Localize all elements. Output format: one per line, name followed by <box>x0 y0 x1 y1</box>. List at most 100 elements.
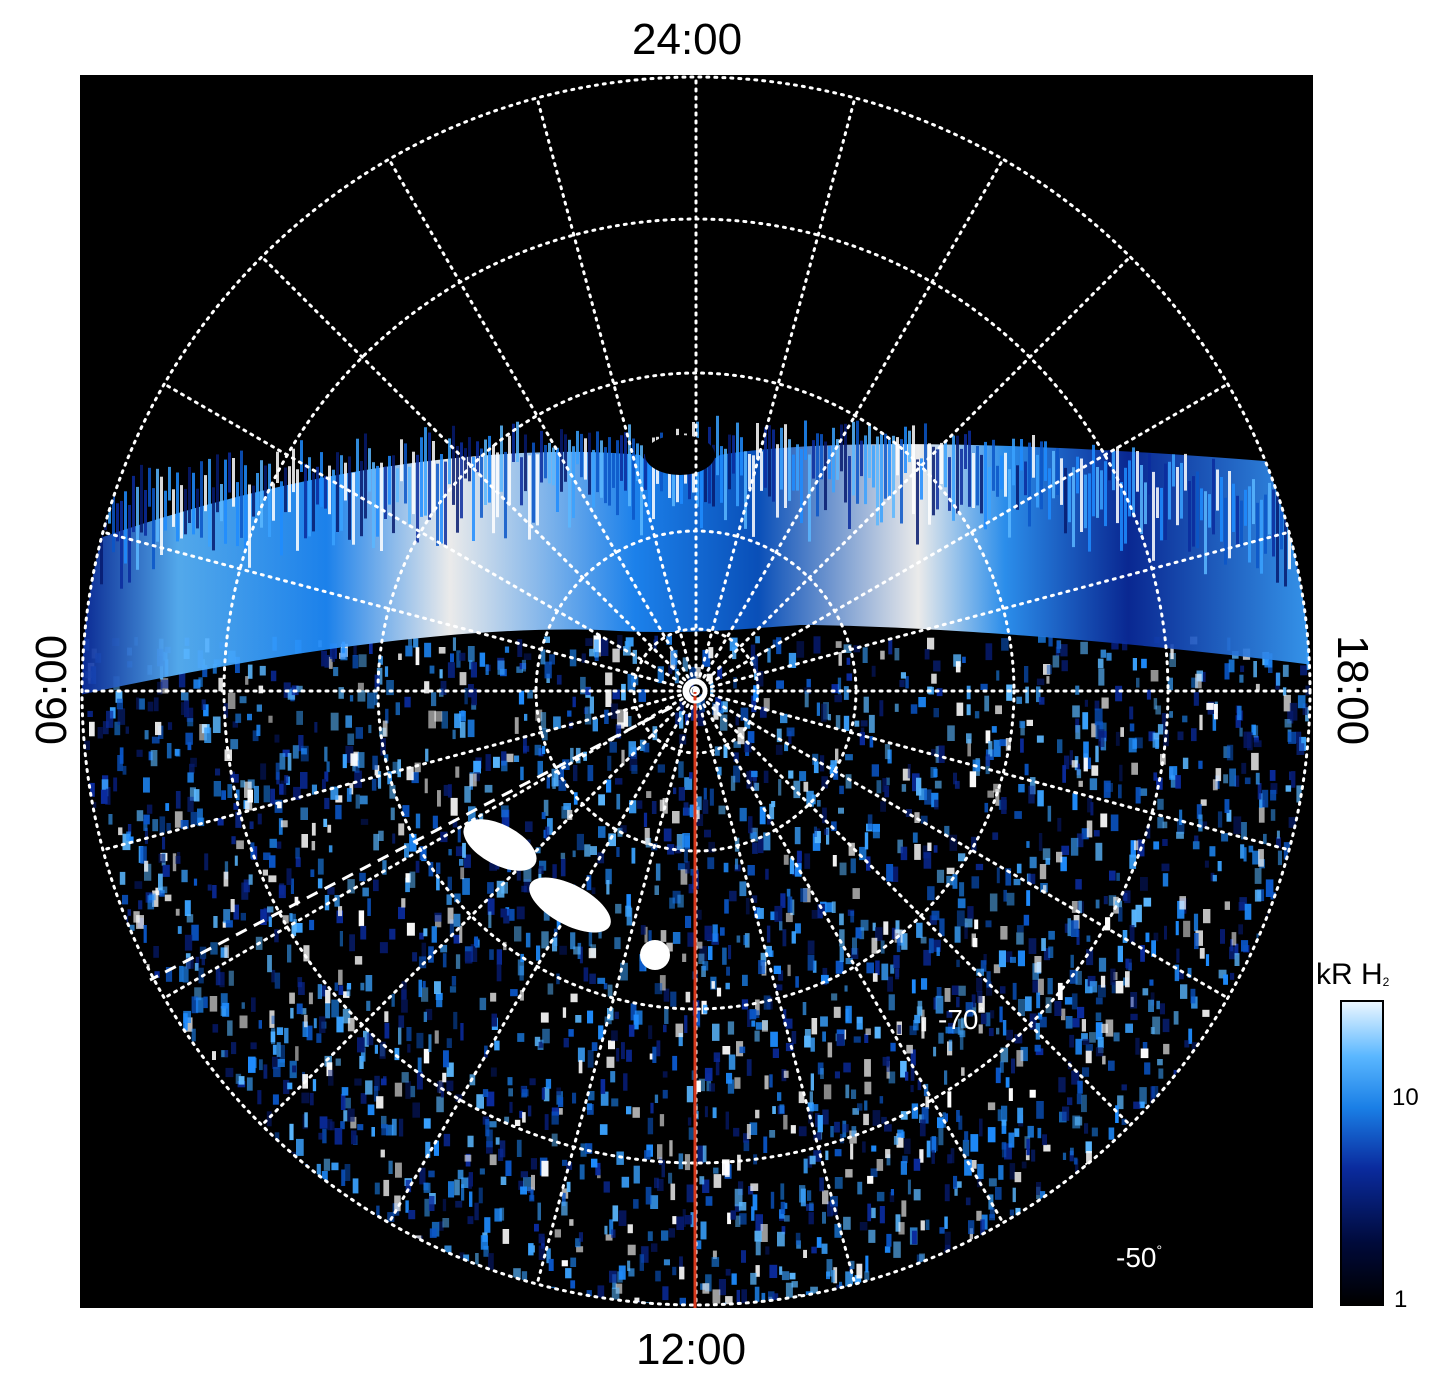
noise-speckle <box>981 1273 987 1287</box>
noise-speckle <box>980 683 988 690</box>
noise-speckle <box>956 959 960 968</box>
noise-speckle <box>1156 1000 1160 1010</box>
noise-speckle <box>856 1016 863 1030</box>
noise-speckle <box>100 789 108 804</box>
noise-speckle <box>118 827 123 836</box>
noise-speckle <box>333 1195 338 1207</box>
noise-speckle <box>269 855 276 868</box>
noise-speckle <box>486 1129 493 1148</box>
noise-speckle <box>1036 686 1041 703</box>
noise-speckle <box>1188 1234 1196 1252</box>
noise-speckle <box>631 847 636 864</box>
noise-speckle <box>319 1284 326 1298</box>
noise-speckle <box>672 1216 677 1225</box>
noise-speckle <box>284 775 289 784</box>
noise-speckle <box>266 1111 272 1127</box>
noise-speckle <box>109 1083 117 1092</box>
noise-speckle <box>523 1177 531 1192</box>
auroral-spike <box>1064 467 1067 534</box>
noise-speckle <box>736 1289 740 1305</box>
noise-speckle <box>1070 1147 1074 1156</box>
noise-speckle <box>436 1096 444 1113</box>
auroral-spike <box>204 475 207 512</box>
noise-speckle <box>126 831 131 841</box>
noise-speckle <box>769 1264 778 1278</box>
noise-speckle <box>1204 1210 1212 1221</box>
noise-speckle <box>974 711 980 719</box>
noise-speckle <box>401 898 406 908</box>
noise-speckle <box>581 653 586 663</box>
noise-speckle <box>1307 1129 1310 1138</box>
noise-speckle <box>517 1033 525 1042</box>
noise-speckle <box>360 1047 366 1062</box>
noise-speckle <box>1296 1198 1304 1210</box>
noise-speckle <box>625 905 632 917</box>
noise-speckle <box>151 1231 156 1249</box>
noise-speckle <box>807 1190 812 1201</box>
noise-speckle <box>1238 1079 1246 1090</box>
noise-speckle <box>263 785 270 803</box>
auroral-spike <box>672 447 675 507</box>
noise-speckle <box>1162 821 1168 829</box>
noise-speckle <box>184 700 190 718</box>
noise-speckle <box>684 1215 692 1225</box>
noise-speckle <box>140 993 147 1011</box>
noise-speckle <box>345 1303 349 1305</box>
noise-speckle <box>346 985 351 997</box>
noise-speckle <box>969 1228 973 1241</box>
noise-speckle <box>187 1270 191 1281</box>
noise-speckle <box>937 745 945 763</box>
noise-speckle <box>648 930 652 944</box>
meridian-line <box>694 689 1291 852</box>
noise-speckle <box>865 1028 871 1035</box>
noise-speckle <box>1289 771 1292 781</box>
noise-speckle <box>155 721 162 736</box>
noise-speckle <box>787 896 793 913</box>
noise-speckle <box>1113 1032 1120 1042</box>
noise-speckle <box>523 735 527 754</box>
noise-speckle <box>1010 956 1016 963</box>
auroral-spike <box>568 439 571 528</box>
noise-speckle <box>1129 706 1134 720</box>
noise-speckle <box>754 1030 760 1042</box>
noise-speckle <box>1225 1289 1230 1297</box>
noise-speckle <box>677 894 684 908</box>
noise-speckle <box>1063 1271 1069 1289</box>
noise-speckle <box>1232 1214 1236 1229</box>
noise-speckle <box>688 884 695 894</box>
noise-speckle <box>430 1271 437 1282</box>
auroral-spike <box>868 425 871 478</box>
noise-speckle <box>141 1215 146 1225</box>
noise-speckle <box>931 673 937 684</box>
local-time-label-noon: 12:00 <box>636 1325 747 1374</box>
noise-speckle <box>1287 1059 1292 1073</box>
noise-speckle <box>1037 978 1044 995</box>
noise-speckle <box>279 783 284 795</box>
noise-speckle <box>130 1216 137 1229</box>
noise-speckle <box>239 696 247 704</box>
noise-speckle <box>88 936 93 951</box>
noise-speckle <box>916 1272 925 1287</box>
noise-speckle <box>831 901 836 913</box>
noise-speckle <box>835 960 844 974</box>
noise-speckle <box>175 749 181 757</box>
noise-speckle <box>561 1201 568 1216</box>
noise-speckle <box>419 846 427 861</box>
noise-speckle <box>484 1045 488 1055</box>
noise-speckle <box>713 1174 722 1188</box>
noise-speckle <box>547 818 553 835</box>
meridian-line <box>694 382 1230 693</box>
noise-speckle <box>527 689 533 699</box>
auroral-spike <box>864 435 867 505</box>
noise-speckle <box>115 1202 122 1211</box>
noise-speckle <box>644 926 648 943</box>
noise-speckle <box>354 1078 362 1086</box>
noise-speckle <box>729 637 738 651</box>
auroral-spike <box>872 445 875 488</box>
noise-speckle <box>1006 892 1015 906</box>
noise-speckle <box>1156 777 1163 790</box>
noise-speckle <box>754 782 760 791</box>
noise-speckle <box>482 1089 489 1097</box>
noise-speckle <box>876 1191 885 1202</box>
noise-speckle <box>974 919 979 930</box>
